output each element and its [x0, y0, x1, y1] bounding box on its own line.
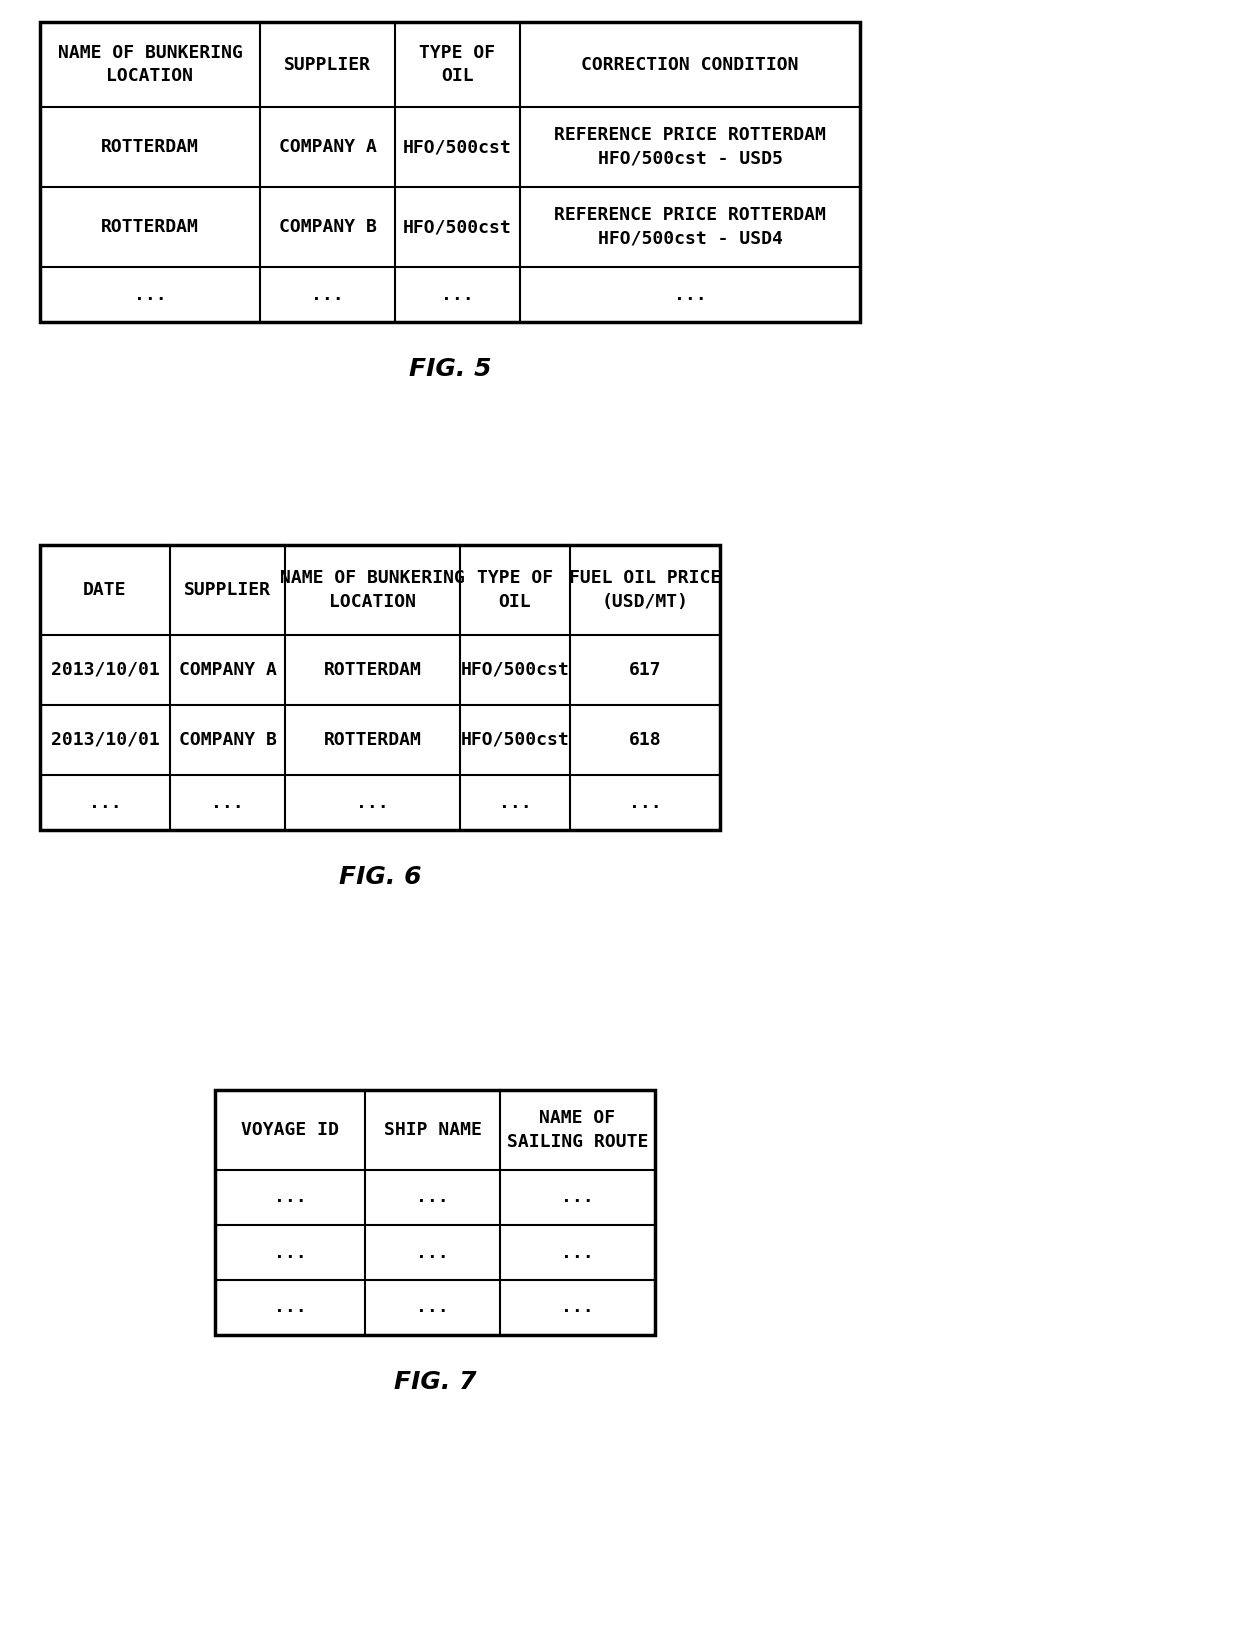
- Bar: [215, 1091, 655, 1336]
- Text: ROTTERDAM: ROTTERDAM: [324, 730, 422, 748]
- Text: ...: ...: [417, 1298, 449, 1316]
- Text: ...: ...: [417, 1188, 449, 1206]
- Text: HFO/500cst: HFO/500cst: [460, 661, 569, 679]
- Text: TYPE OF
OIL: TYPE OF OIL: [419, 44, 496, 86]
- Text: ...: ...: [274, 1188, 306, 1206]
- Text: ...: ...: [274, 1244, 306, 1262]
- Text: SHIP NAME: SHIP NAME: [383, 1120, 481, 1138]
- Text: REFERENCE PRICE ROTTERDAM
HFO/500cst - USD4: REFERENCE PRICE ROTTERDAM HFO/500cst - U…: [554, 206, 826, 248]
- Text: COMPANY B: COMPANY B: [279, 219, 377, 235]
- Text: VOYAGE ID: VOYAGE ID: [241, 1120, 339, 1138]
- Text: NAME OF
SAILING ROUTE: NAME OF SAILING ROUTE: [507, 1109, 649, 1151]
- Text: ...: ...: [673, 286, 707, 303]
- Text: ROTTERDAM: ROTTERDAM: [102, 219, 198, 235]
- Text: 618: 618: [629, 730, 661, 748]
- Text: ...: ...: [562, 1298, 594, 1316]
- Text: ...: ...: [562, 1244, 594, 1262]
- Text: COMPANY A: COMPANY A: [179, 661, 277, 679]
- Text: NAME OF BUNKERING
LOCATION: NAME OF BUNKERING LOCATION: [280, 569, 465, 610]
- Text: DATE: DATE: [83, 581, 126, 599]
- Text: ...: ...: [356, 793, 389, 811]
- Text: REFERENCE PRICE ROTTERDAM
HFO/500cst - USD5: REFERENCE PRICE ROTTERDAM HFO/500cst - U…: [554, 127, 826, 168]
- Text: ROTTERDAM: ROTTERDAM: [324, 661, 422, 679]
- Text: FUEL OIL PRICE
(USD/MT): FUEL OIL PRICE (USD/MT): [569, 569, 722, 610]
- Text: NAME OF BUNKERING
LOCATION: NAME OF BUNKERING LOCATION: [57, 44, 243, 86]
- Text: FIG. 5: FIG. 5: [409, 357, 491, 382]
- Text: ...: ...: [211, 793, 244, 811]
- Text: FIG. 6: FIG. 6: [339, 865, 422, 888]
- Text: SUPPLIER: SUPPLIER: [284, 56, 371, 74]
- Bar: [40, 544, 720, 831]
- Text: HFO/500cst: HFO/500cst: [403, 219, 512, 235]
- Text: ...: ...: [89, 793, 122, 811]
- Text: ...: ...: [134, 286, 166, 303]
- Text: COMPANY B: COMPANY B: [179, 730, 277, 748]
- Text: HFO/500cst: HFO/500cst: [403, 138, 512, 156]
- Text: CORRECTION CONDITION: CORRECTION CONDITION: [582, 56, 799, 74]
- Text: 2013/10/01: 2013/10/01: [51, 730, 160, 748]
- Text: ...: ...: [562, 1188, 594, 1206]
- Text: 2013/10/01: 2013/10/01: [51, 661, 160, 679]
- Bar: [40, 21, 861, 322]
- Text: ROTTERDAM: ROTTERDAM: [102, 138, 198, 156]
- Text: FIG. 7: FIG. 7: [394, 1370, 476, 1393]
- Text: ...: ...: [441, 286, 474, 303]
- Text: HFO/500cst: HFO/500cst: [460, 730, 569, 748]
- Text: ...: ...: [274, 1298, 306, 1316]
- Text: SUPPLIER: SUPPLIER: [184, 581, 272, 599]
- Text: ...: ...: [629, 793, 661, 811]
- Text: ...: ...: [498, 793, 531, 811]
- Text: ...: ...: [311, 286, 343, 303]
- Text: COMPANY A: COMPANY A: [279, 138, 377, 156]
- Text: ...: ...: [417, 1244, 449, 1262]
- Text: 617: 617: [629, 661, 661, 679]
- Text: TYPE OF
OIL: TYPE OF OIL: [477, 569, 553, 610]
